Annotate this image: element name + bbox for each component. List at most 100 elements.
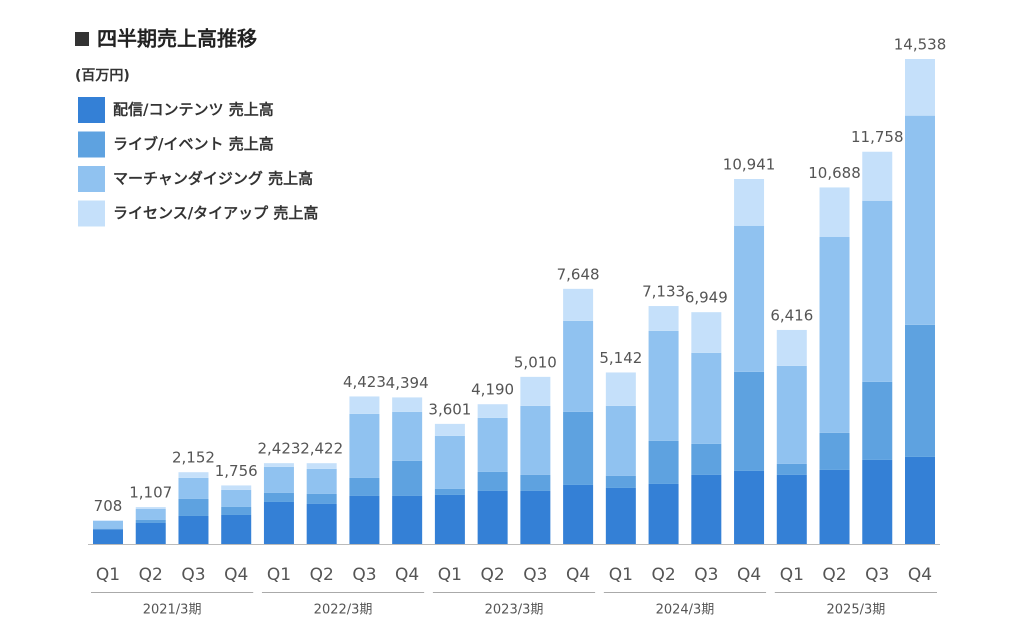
bar-segment [306,463,337,469]
legend-label: ライセンス/タイアップ 売上高 [113,204,318,222]
chart-title: 四半期売上高推移 [97,27,257,51]
bar-segment [221,485,252,490]
total-label: 10,688 [808,164,861,182]
bar-segment [691,474,722,544]
total-label: 6,416 [770,306,813,324]
x-tick-label: Q1 [780,565,804,585]
x-tick-label: Q1 [96,565,120,585]
group-label: 2021/3期 [143,603,202,618]
bar-segment [306,493,337,504]
legend-label: ライブ/イベント 売上高 [113,135,274,153]
x-tick-label: Q2 [481,565,505,585]
legend-swatch [78,131,105,158]
total-label: 2,152 [172,449,215,467]
bar-segment [734,371,765,471]
total-label: 1,107 [129,484,172,502]
bar-segment [349,495,380,544]
legend-swatch [78,97,105,123]
bar-segment [691,443,722,475]
bar-segment [349,413,380,478]
bar-segment [520,405,551,475]
bar-segment [776,463,807,475]
bar-segment [605,405,636,476]
total-label: 7,133 [642,283,685,301]
bar-segment [520,490,551,544]
group-label: 2023/3期 [485,603,544,618]
bar-segment [178,472,209,478]
bar-segment [221,506,252,515]
x-tick-label: Q3 [523,565,547,585]
x-tick-label: Q3 [694,565,718,585]
legend-swatch [78,200,105,227]
bar-segment [306,468,337,494]
legend-label: マーチャンダイジング 売上高 [113,170,313,188]
bar-segment [477,490,508,544]
total-label: 10,941 [723,155,776,173]
bar-segment [862,151,893,201]
bar-segment [819,236,850,433]
bar-segment [392,397,423,412]
bar-segment [263,463,294,467]
bar-segment [563,288,594,321]
bar-segment [263,492,294,502]
bar-segment [221,514,252,544]
bar-segment [477,417,508,472]
bar-segment [306,503,337,544]
total-label: 6,949 [685,289,728,307]
legend-swatch [78,166,105,192]
bar-segment [135,519,166,523]
bar-segment [263,466,294,493]
bar-segment [819,187,850,237]
total-label: 14,538 [894,36,947,54]
bar-segment [862,200,893,382]
bar-segment [93,520,123,521]
x-tick-label: Q2 [139,565,163,585]
x-tick-label: Q2 [651,565,675,585]
bar-segment [862,381,893,460]
title-marker [75,32,89,46]
bar-segment [349,477,380,496]
bar-segment [392,495,423,544]
bar-segment [178,498,209,516]
bar-segment [905,115,935,325]
bar-segment [648,440,679,484]
bar-segment [434,423,465,436]
total-label: 4,190 [471,381,514,399]
total-label: 4,423 [343,373,386,391]
bar-segment [776,329,807,366]
total-label: 1,756 [215,462,258,480]
bar-segment [819,432,850,470]
bar-segment [691,352,722,444]
bar-segment [734,225,765,372]
x-tick-label: Q4 [395,565,419,585]
bar-segment [648,330,679,441]
bar-segment [905,59,935,116]
bar-segment [734,178,765,226]
bar-segment [477,404,508,418]
bar-segment [563,320,594,412]
bar-segment [434,494,465,544]
bar-segment [691,312,722,353]
bar-segment [605,475,636,488]
group-label: 2024/3期 [656,603,715,618]
x-tick-label: Q4 [566,565,590,585]
bar-segment [563,411,594,485]
bar-segment [135,507,166,509]
bar-segment [648,483,679,544]
total-label: 5,142 [599,349,642,367]
x-tick-label: Q1 [438,565,462,585]
bar-segment [819,469,850,544]
x-tick-label: Q1 [267,565,291,585]
bar-segment [349,396,380,414]
bar-segment [648,306,679,331]
legend-label: 配信/コンテンツ 売上高 [113,101,274,119]
total-label: 5,010 [514,353,557,371]
group-label: 2025/3期 [827,603,886,618]
bar-segment [135,522,166,544]
bar-segment [605,372,636,406]
unit-label: (百万円) [75,68,130,84]
bar-segment [93,529,123,544]
bar-segment [263,501,294,544]
x-tick-label: Q4 [224,565,248,585]
